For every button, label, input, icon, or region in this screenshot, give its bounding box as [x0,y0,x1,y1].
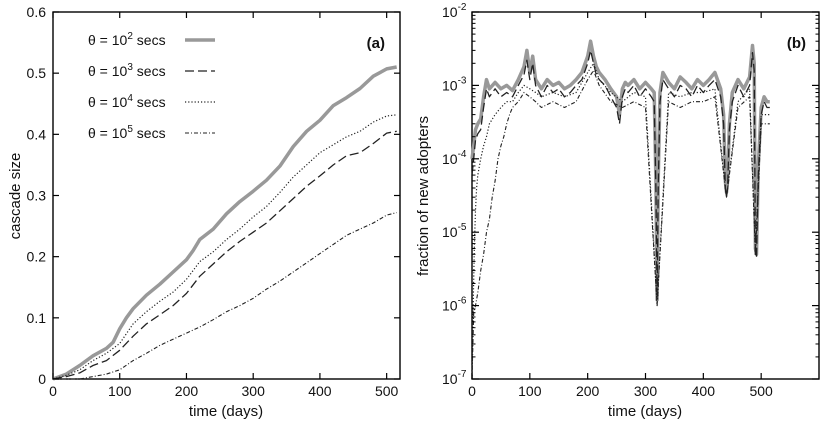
panel-a-xtick-label: 200 [175,383,199,399]
panel-b-ytick-label: 10-6 [442,296,467,314]
panel-a-line-theta-1e3 [52,130,397,380]
legend-label-theta-1e4: θ = 104 secs [88,93,166,110]
panel-b-series-group [470,39,770,380]
panel-a-xtick-label: 100 [108,383,132,399]
panel-a-xtick-label: 0 [49,383,57,399]
panel-a-xtick-label: 400 [308,383,332,399]
panel-a-ytick-label: 0.4 [27,126,47,142]
panel-b-line-theta-1e5 [471,69,770,380]
panel-b-ticks: 0 100 200 300 400 500 10-7 10-6 10-5 10-4 10-3 10-2 [442,2,819,399]
panel-b-ytick-label: 10-2 [442,2,467,20]
legend-label-theta-1e5: θ = 105 secs [88,124,166,141]
panel-b-ytick-label: 10-5 [442,222,467,240]
panel-a-ytick-label: 0.6 [27,4,47,20]
panel-a-line-theta-1e4 [52,114,397,380]
panel-b-line-theta-1e4 [471,62,770,380]
panel-a-ytick-label: 0 [38,371,46,387]
panel-a-xlabel: time (days) [189,403,263,420]
panel-a-ytick-label: 0.2 [27,249,47,265]
panel-b-xtick-label: 500 [749,383,773,399]
panel-b-xtick-label: 300 [634,383,658,399]
panel-b-ytick-label: 10-3 [442,75,467,93]
panel-b-xtick-label: 400 [692,383,716,399]
panel-a-line-theta-1e2 [52,65,398,381]
panel-b-line-theta-1e2 [470,39,770,302]
panel-b-xtick-label: 200 [576,383,600,399]
panel-b-xlabel: time (days) [608,403,682,420]
panel-b-xtick-label: 0 [468,383,476,399]
panel-a-ytick-label: 0.1 [27,310,47,326]
panel-b-ytick-label: 10-4 [442,149,467,167]
panel-b-ytick-label: 10-7 [442,369,467,387]
panel-a-ytick-label: 0.3 [27,188,47,204]
panel-b-xtick-label: 100 [518,383,542,399]
panel-a-label: (a) [367,35,385,52]
panel-a-ticks: 0 100 200 300 400 500 0 0.1 0.2 0.3 0.4 0.5 0.6 [27,4,400,399]
panel-a-series-group [52,65,398,381]
panel-a-ytick-label: 0.5 [27,65,47,81]
panel-b: 0 100 200 300 400 500 10-7 10-6 10-5 10-4 10-3 10-2… [415,2,820,420]
legend: θ = 102 secs θ = 103 secs θ = 104 secs θ = … [88,31,215,141]
panel-a-xtick-label: 500 [375,383,399,399]
legend-label-theta-1e2: θ = 102 secs [88,31,166,48]
legend-label-theta-1e3: θ = 103 secs [88,62,166,79]
panel-a-ylabel: cascade size [7,153,24,240]
panel-a-xtick-label: 300 [242,383,266,399]
panel-b-line-theta-1e3 [471,49,770,301]
panel-b-ylabel: fraction of new adopters [415,116,432,276]
panel-b-label: (b) [787,35,806,52]
